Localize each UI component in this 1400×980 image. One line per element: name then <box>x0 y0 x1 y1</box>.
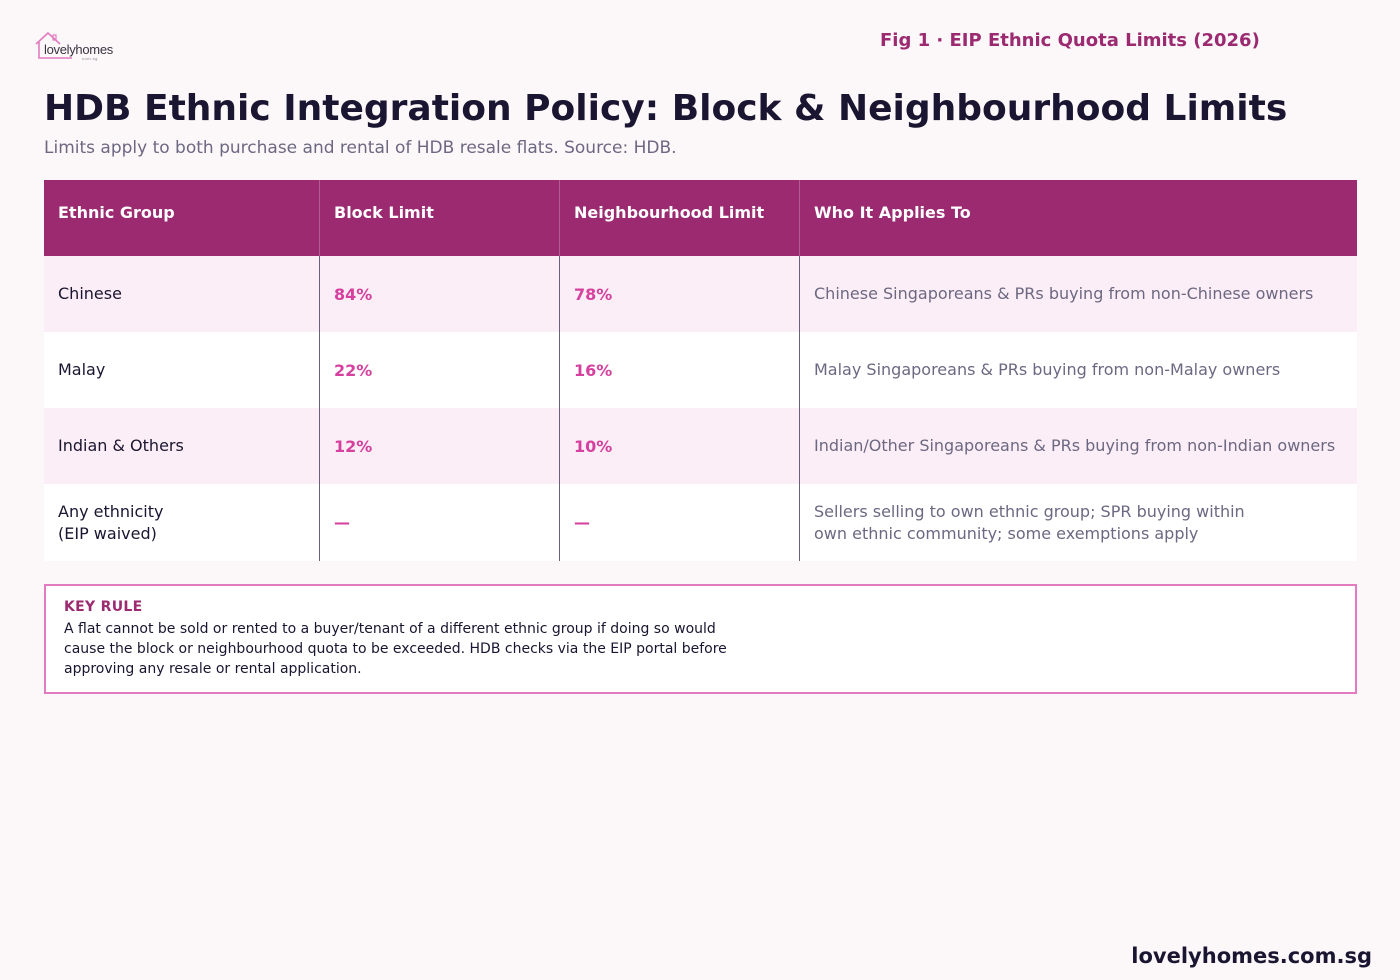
ethnic-group-line: Any ethnicity <box>58 501 164 521</box>
applies-to-text: Indian/Other Singaporeans & PRs buying f… <box>814 436 1336 455</box>
ethnic-group: Malay <box>58 360 106 379</box>
block-limit-cell: 12% <box>320 408 560 484</box>
header-label: Neighbourhood Limit <box>574 203 765 222</box>
block-limit-cell: 84% <box>320 256 560 332</box>
applies-to-cell: Indian/Other Singaporeans & PRs buying f… <box>800 408 1357 484</box>
neighbourhood-limit-cell: 16% <box>560 332 800 408</box>
house-icon <box>35 32 72 59</box>
applies-to-text: Sellers selling to own ethnic group; SPR… <box>814 501 1245 545</box>
key-rule-title: KEY RULE <box>64 599 143 615</box>
block-limit-cell: 22% <box>320 332 560 408</box>
applies-to-text: Chinese Singaporeans & PRs buying from n… <box>814 284 1314 303</box>
footer-site-url[interactable]: lovelyhomes.com.sg <box>1131 944 1372 968</box>
figure-label: Fig 1 · EIP Ethnic Quota Limits (2026) <box>880 30 1260 51</box>
applies-to-line: Sellers selling to own ethnic group; SPR… <box>814 501 1245 521</box>
table-row: Chinese 84% 78% Chinese Singaporeans & P… <box>44 256 1357 332</box>
applies-to-line: own ethnic community; some exemptions ap… <box>814 523 1199 543</box>
lovelyhomes-logo[interactable]: lovelyhomes com.sg <box>34 30 134 64</box>
block-limit-value: 12% <box>334 436 373 456</box>
block-limit-value: — <box>334 513 350 532</box>
neighbourhood-limit-cell: — <box>560 484 800 561</box>
table-row: Any ethnicity (EIP waived) — — Sellers s… <box>44 484 1357 561</box>
ethnic-group-cell: Any ethnicity (EIP waived) <box>44 484 320 561</box>
neighbourhood-limit-cell: 78% <box>560 256 800 332</box>
table-row: Indian & Others 12% 10% Indian/Other Sin… <box>44 408 1357 484</box>
ethnic-group: Indian & Others <box>58 436 184 455</box>
header-cell-block-limit: Block Limit <box>320 180 560 256</box>
header-label: Block Limit <box>334 203 434 222</box>
logo-text: lovelyhomes <box>44 42 113 57</box>
header-cell-who-it-applies-to: Who It Applies To <box>800 180 1357 256</box>
applies-to-cell: Malay Singaporeans & PRs buying from non… <box>800 332 1357 408</box>
applies-to-cell: Sellers selling to own ethnic group; SPR… <box>800 484 1357 561</box>
ethnic-group: Chinese <box>58 284 122 303</box>
ethnic-group: Any ethnicity (EIP waived) <box>58 501 163 545</box>
block-limit-value: 84% <box>334 284 373 304</box>
page-subtitle: Limits apply to both purchase and rental… <box>44 138 677 158</box>
header-label: Ethnic Group <box>58 203 175 222</box>
header-cell-ethnic-group: Ethnic Group <box>44 180 320 256</box>
neighbourhood-limit-value: 78% <box>574 284 613 304</box>
block-limit-value: 22% <box>334 360 373 380</box>
neighbourhood-limit-value: — <box>574 513 590 532</box>
ethnic-group-cell: Chinese <box>44 256 320 332</box>
block-limit-cell: — <box>320 484 560 561</box>
table-row: Malay 22% 16% Malay Singaporeans & PRs b… <box>44 332 1357 408</box>
header-label: Who It Applies To <box>814 203 971 222</box>
header-cell-neighbourhood-limit: Neighbourhood Limit <box>560 180 800 256</box>
key-rule-body: A flat cannot be sold or rented to a buy… <box>64 621 727 677</box>
neighbourhood-limit-cell: 10% <box>560 408 800 484</box>
ethnic-group-line: (EIP waived) <box>58 523 157 543</box>
key-rule-box: KEY RULE A flat cannot be sold or rented… <box>44 584 1357 694</box>
ethnic-group-cell: Malay <box>44 332 320 408</box>
page-title: HDB Ethnic Integration Policy: Block & N… <box>44 88 1288 129</box>
neighbourhood-limit-value: 10% <box>574 436 613 456</box>
applies-to-cell: Chinese Singaporeans & PRs buying from n… <box>800 256 1357 332</box>
ethnic-group-cell: Indian & Others <box>44 408 320 484</box>
neighbourhood-limit-value: 16% <box>574 360 613 380</box>
applies-to-text: Malay Singaporeans & PRs buying from non… <box>814 360 1281 379</box>
table-header-row: Ethnic Group Block Limit Neighbourhood L… <box>44 180 1357 256</box>
logo-subtext: com.sg <box>82 56 98 61</box>
eip-limits-table: Ethnic Group Block Limit Neighbourhood L… <box>44 180 1357 561</box>
